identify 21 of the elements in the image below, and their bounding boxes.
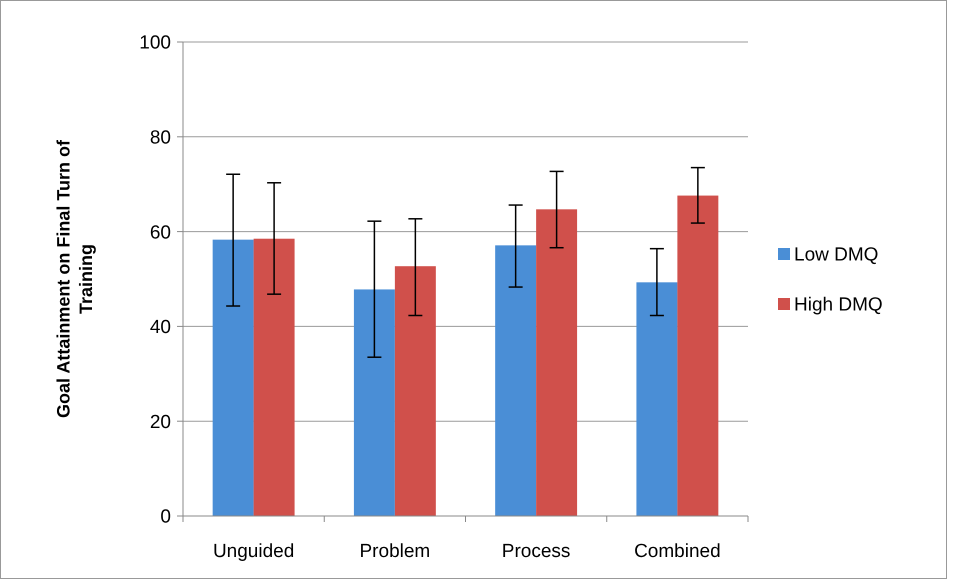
x-tick-label: Combined — [634, 541, 721, 562]
bar — [212, 240, 254, 516]
bar — [495, 245, 536, 516]
bar — [254, 238, 295, 516]
legend-label: Low DMQ — [794, 244, 878, 266]
y-tick-label: 20 — [150, 412, 171, 433]
y-tick-label: 60 — [150, 222, 171, 244]
bar — [636, 282, 678, 516]
x-tick-label: Unguided — [212, 541, 294, 562]
y-tick-label: 40 — [150, 317, 171, 338]
x-tick-label: Problem — [360, 541, 430, 562]
bar — [354, 289, 395, 516]
y-tick-label: 100 — [139, 32, 171, 54]
y-tick-label: 80 — [150, 127, 171, 148]
y-tick-label: 0 — [160, 506, 171, 528]
y-axis-title: Goal Attainment on Final Turn of Training — [53, 139, 96, 418]
bar — [677, 196, 718, 516]
bar — [536, 209, 578, 516]
x-tick-label: Process — [502, 541, 570, 562]
legend-label: High DMQ — [794, 294, 883, 316]
bar — [394, 266, 436, 516]
